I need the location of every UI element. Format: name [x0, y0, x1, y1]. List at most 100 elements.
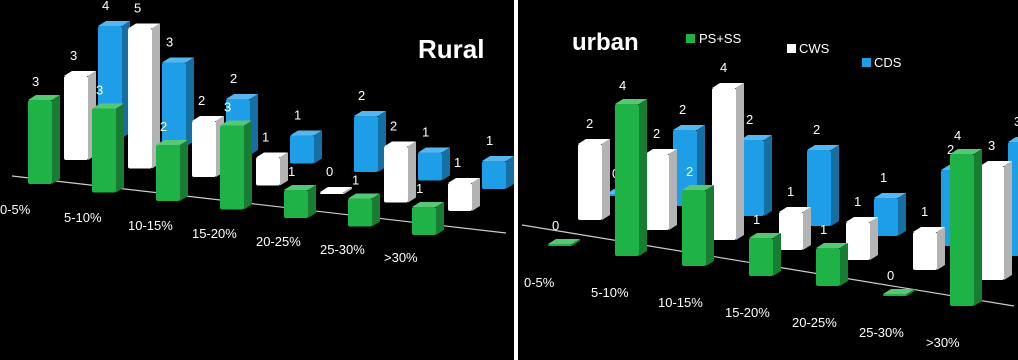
rural-chart: 4 3 2 1 2 1 1 3 5 2 1 0 2 1 3 3 2 3 1 1 1 0-5% 5-10% 10-15% 15-…: [0, 0, 514, 265]
cws-value-label: 1: [262, 130, 269, 145]
cws-bar-side: [602, 139, 610, 220]
cws-bar-side: [736, 83, 744, 240]
cds-bar: [162, 57, 194, 147]
cws-bar: [578, 139, 610, 220]
ps-ss-bar: [220, 120, 252, 210]
ps-ss-bar-top: [883, 289, 915, 294]
cws-bar-top: [192, 116, 224, 121]
ps-ss-value-label: 0: [552, 218, 559, 233]
cds-bar-side: [314, 130, 322, 164]
ps-ss-bar: [682, 185, 714, 266]
ps-ss-bar-side: [974, 149, 982, 306]
cws-bar-front: [192, 121, 216, 177]
cds-value-label: 2: [813, 122, 820, 137]
cws-bar-side: [870, 217, 878, 260]
cws-bar: [128, 23, 160, 169]
cds-bar-top: [740, 135, 772, 140]
cws-bar-front: [645, 154, 669, 230]
ps-ss-value-label: 4: [619, 78, 626, 93]
cws-bar-front: [779, 212, 803, 250]
cds-bar-side: [506, 156, 514, 189]
ps-ss-bar-side: [244, 120, 252, 210]
ps-ss-bar-side: [308, 185, 316, 218]
ps-ss-bar-top: [548, 239, 580, 244]
cws-value-label: 3: [70, 48, 77, 63]
ps-ss-bar-front: [348, 198, 372, 227]
cds-bar-side: [898, 193, 906, 236]
cws-bar-top: [128, 23, 160, 29]
category-label: 25-30%: [320, 242, 365, 257]
cws-bar: [384, 141, 416, 203]
cds-value-label: 1: [294, 108, 301, 123]
cds-bar-top: [98, 21, 130, 26]
urban-title: urban: [572, 29, 639, 56]
rural-title: Rural: [418, 34, 484, 64]
panel-divider: [514, 0, 518, 360]
ps-ss-bar-front: [220, 125, 244, 210]
cws-bar-side: [152, 23, 160, 169]
cds-bar-top: [482, 156, 514, 161]
cws-bar-top: [384, 141, 416, 147]
cws-bar: [712, 83, 744, 240]
category-label: 5-10%: [591, 285, 629, 300]
cds-bar-top: [418, 147, 450, 153]
ps-ss-bar-top: [92, 103, 124, 109]
cds-bar-side: [764, 135, 772, 216]
cds-value-label: 2: [358, 88, 365, 103]
cws-value-label: 2: [198, 93, 205, 108]
cds-bar-top: [162, 57, 194, 63]
ps-ss-bar-front: [816, 248, 840, 286]
ps-ss-bar-top: [816, 243, 848, 248]
cds-bar-top: [673, 125, 705, 130]
cds-bar-front: [482, 161, 506, 189]
cws-bar-front: [578, 144, 602, 220]
cws-bar-top: [846, 217, 878, 222]
cds-value-label: 2: [230, 71, 237, 86]
cws-bar-side: [280, 152, 288, 186]
legend-label-cds: CDS: [874, 55, 902, 70]
ps-ss-bar-top: [28, 95, 60, 100]
category-label: >30%: [926, 335, 960, 350]
ps-ss-bar-top: [284, 185, 316, 190]
cws-bar-top: [578, 139, 610, 144]
ps-ss-bar-front: [749, 238, 773, 276]
cws-bar-front: [448, 183, 472, 211]
cws-value-label: 1: [921, 204, 928, 219]
ps-ss-bar-side: [52, 95, 60, 184]
ps-ss-bar: [156, 140, 188, 201]
cds-bar-top: [807, 145, 839, 150]
cws-bar-front: [64, 76, 88, 160]
ps-ss-bar-side: [706, 185, 714, 266]
ps-ss-value-label: 1: [416, 181, 423, 196]
cws-value-label: 0: [326, 164, 333, 179]
cws-bar-top: [645, 149, 677, 154]
ps-ss-bar: [749, 233, 781, 276]
category-label: 5-10%: [64, 210, 102, 225]
cds-bar: [354, 111, 386, 172]
legend-swatch-ps-ss: [686, 34, 695, 43]
cws-bar-front: [712, 88, 736, 240]
ps-ss-bar-side: [180, 140, 188, 201]
cws-bar: [645, 149, 677, 230]
cds-bar-front: [162, 62, 186, 147]
cds-value-label: 2: [947, 142, 954, 157]
ps-ss-value-label: 2: [160, 119, 167, 134]
cds-bar-side: [831, 145, 839, 226]
cws-value-label: 5: [134, 1, 141, 16]
cws-value-label: 2: [653, 126, 660, 141]
ps-ss-bar-front: [156, 145, 180, 201]
ps-ss-bar-side: [840, 243, 848, 286]
cds-bar-top: [226, 94, 258, 99]
cws-value-label: 4: [720, 60, 727, 75]
cws-bar-top: [779, 207, 811, 212]
cws-bar: [256, 152, 288, 186]
category-label: 10-15%: [128, 218, 173, 233]
ps-ss-bar: [816, 243, 848, 286]
cws-bar-front: [320, 192, 344, 194]
legend-swatch-cds: [862, 58, 871, 67]
ps-ss-bar-front: [92, 108, 116, 193]
cws-bar-top: [980, 161, 1012, 166]
cds-bar-top: [874, 193, 906, 198]
cds-bar-side: [442, 147, 450, 181]
ps-ss-bar-front: [548, 244, 572, 246]
